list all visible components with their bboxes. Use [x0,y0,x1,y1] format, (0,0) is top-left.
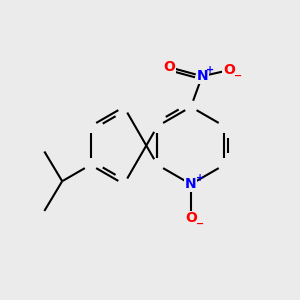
Text: +: + [196,172,204,183]
Text: +: + [206,64,214,75]
Text: O: O [164,60,175,74]
Text: O: O [185,212,197,225]
Text: −: − [196,219,204,229]
Text: O: O [223,63,235,77]
Text: N: N [196,69,208,83]
Text: N: N [185,177,197,191]
Text: −: − [234,70,242,81]
